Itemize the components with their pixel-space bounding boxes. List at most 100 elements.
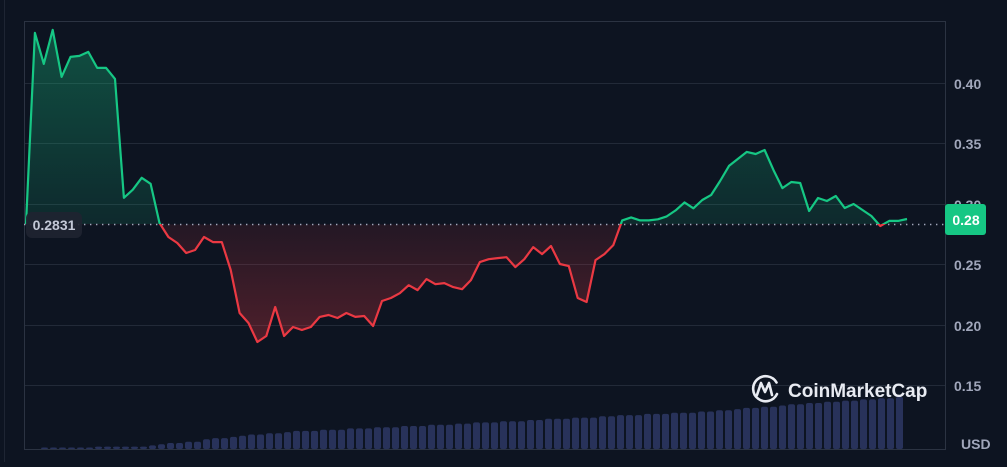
current-price-badge: 0.28 bbox=[945, 204, 986, 235]
volume-bar bbox=[851, 400, 858, 449]
volume-bar bbox=[815, 403, 822, 449]
volume-bar bbox=[545, 418, 552, 449]
volume-bar bbox=[257, 434, 264, 449]
volume-bar bbox=[383, 427, 390, 449]
volume-bar bbox=[491, 422, 498, 449]
volume-bar bbox=[734, 409, 741, 449]
plot-frame bbox=[24, 21, 946, 450]
volume-bar bbox=[293, 430, 300, 449]
volume-bar bbox=[752, 407, 759, 449]
volume-bar bbox=[104, 446, 111, 449]
volume-bar bbox=[653, 413, 660, 449]
volume-bar bbox=[725, 410, 732, 449]
price-line-up bbox=[24, 28, 908, 224]
watermark-text: CoinMarketCap bbox=[788, 381, 927, 402]
volume-bar bbox=[113, 446, 120, 449]
volume-bar bbox=[239, 435, 246, 449]
volume-bar bbox=[338, 429, 345, 449]
price-area-down bbox=[26, 224, 907, 342]
y-tick-0.20: 0.20 bbox=[954, 318, 981, 334]
price-area-up bbox=[26, 29, 907, 224]
volume-bar bbox=[626, 415, 633, 449]
y-tick-0.35: 0.35 bbox=[954, 136, 981, 152]
volume-bar bbox=[410, 426, 417, 449]
volume-bar bbox=[302, 430, 309, 449]
volume-bar bbox=[167, 443, 174, 449]
volume-bar bbox=[707, 411, 714, 449]
volume-bar bbox=[590, 417, 597, 449]
volume-bar bbox=[365, 428, 372, 449]
volume-bar bbox=[176, 443, 183, 449]
volume-bar bbox=[824, 401, 831, 449]
volume-bar bbox=[536, 420, 543, 449]
volume-bar bbox=[860, 399, 867, 449]
volume-bar bbox=[392, 427, 399, 449]
price-line-down bbox=[24, 224, 887, 344]
volume-bar bbox=[887, 398, 894, 449]
volume-bar bbox=[500, 421, 507, 449]
volume-bar bbox=[275, 433, 282, 449]
volume-bar bbox=[527, 420, 534, 449]
volume-bar bbox=[716, 410, 723, 449]
volume-bar bbox=[689, 412, 696, 449]
volume-bar bbox=[608, 416, 615, 449]
volume-bar bbox=[284, 432, 291, 449]
volume-bar bbox=[482, 422, 489, 449]
baseline-price-label: 0.2831 bbox=[26, 212, 82, 238]
volume-bar bbox=[212, 438, 219, 449]
volume-bar bbox=[671, 412, 678, 449]
volume-bar bbox=[599, 416, 606, 449]
grid-lines bbox=[25, 83, 945, 386]
volume-bar bbox=[149, 445, 156, 449]
volume-bar bbox=[563, 418, 570, 449]
volume-bar bbox=[446, 424, 453, 449]
volume-bar bbox=[140, 446, 147, 449]
volume-bar bbox=[698, 411, 705, 449]
volume-bar bbox=[473, 422, 480, 449]
coinmarketcap-logo-icon bbox=[751, 375, 779, 403]
volume-bar bbox=[122, 446, 129, 449]
volume-bar bbox=[770, 406, 777, 449]
volume-bar bbox=[743, 407, 750, 449]
volume-bar bbox=[266, 433, 273, 449]
volume-bar bbox=[194, 441, 201, 449]
volume-bar bbox=[644, 413, 651, 449]
volume-bar bbox=[680, 412, 687, 449]
volume-bar bbox=[59, 447, 66, 449]
volume-bar bbox=[842, 400, 849, 449]
y-tick-0.15: 0.15 bbox=[954, 378, 981, 394]
baseline-value: 0.2831 bbox=[33, 217, 76, 233]
volume-bar bbox=[761, 406, 768, 449]
volume-bar bbox=[374, 427, 381, 449]
currency-label: USD bbox=[961, 436, 991, 452]
volume-bar bbox=[248, 434, 255, 449]
volume-bar bbox=[131, 446, 138, 449]
volume-bar bbox=[230, 436, 237, 449]
volume-bar bbox=[788, 404, 795, 449]
y-axis: 0.40 0.35 0.30 0.25 0.20 0.15 USD bbox=[954, 76, 991, 452]
volume-bar bbox=[356, 428, 363, 449]
volume-bar bbox=[572, 417, 579, 449]
volume-bar bbox=[320, 429, 327, 449]
volume-bar bbox=[86, 447, 93, 449]
y-tick-0.40: 0.40 bbox=[954, 76, 981, 92]
volume-bar bbox=[203, 439, 210, 449]
volume-bar bbox=[896, 397, 903, 449]
volume-bar bbox=[95, 446, 102, 449]
volume-bar bbox=[779, 405, 786, 449]
volume-bar bbox=[428, 424, 435, 449]
volume-bars bbox=[41, 397, 903, 449]
volume-bar bbox=[347, 428, 354, 449]
volume-bar bbox=[617, 415, 624, 449]
volume-bar bbox=[68, 447, 75, 449]
volume-bar bbox=[509, 421, 516, 449]
volume-bar bbox=[185, 441, 192, 449]
volume-bar bbox=[662, 413, 669, 449]
volume-bar bbox=[464, 423, 471, 449]
current-price-value: 0.28 bbox=[952, 212, 979, 228]
volume-bar bbox=[329, 429, 336, 449]
volume-bar bbox=[554, 418, 561, 449]
volume-bar bbox=[581, 417, 588, 449]
